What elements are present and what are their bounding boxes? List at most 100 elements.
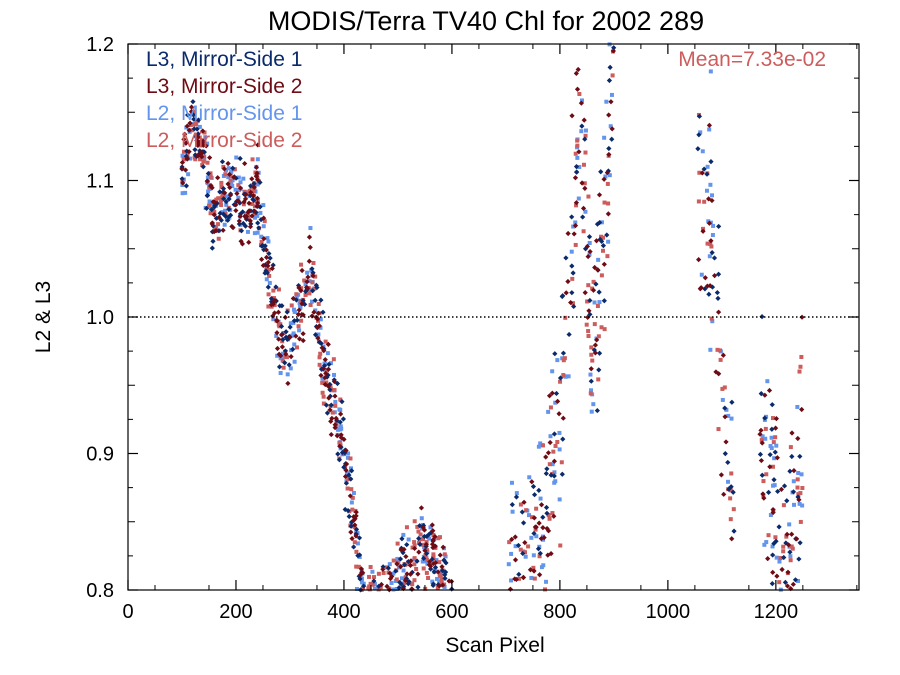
scatter-point (255, 213, 260, 218)
scatter-point (537, 544, 542, 549)
scatter-point (551, 449, 556, 454)
scatter-point (415, 571, 421, 577)
scatter-point (590, 287, 597, 293)
scatter-point (697, 170, 702, 175)
scatter-point (520, 574, 527, 581)
scatter-point (188, 108, 195, 115)
scatter-point (351, 517, 357, 523)
scatter-point (443, 569, 449, 575)
scatter-point (312, 297, 318, 303)
scatter-point (586, 334, 591, 339)
scatter-point (601, 298, 607, 304)
scatter-point (582, 181, 587, 186)
scatter-point (592, 350, 598, 356)
scatter-point (546, 393, 553, 399)
scatter-point (222, 222, 227, 227)
scatter-point (506, 562, 511, 567)
scatter-point (546, 513, 551, 518)
scatter-point (320, 390, 325, 395)
scatter-point (349, 468, 355, 474)
scatter-point (226, 166, 231, 171)
scatter-point (328, 418, 334, 424)
scatter-point (432, 533, 438, 540)
scatter-point (415, 584, 421, 590)
legend-entry: L3, Mirror-Side 1 (146, 48, 302, 71)
scatter-point (198, 157, 203, 162)
scatter-point (757, 431, 763, 437)
scatter-point (420, 559, 425, 564)
scatter-point (531, 492, 538, 498)
scatter-point (184, 155, 190, 161)
scatter-point (590, 286, 595, 291)
scatter-point (211, 212, 217, 218)
scatter-point (784, 534, 789, 539)
scatter-point (261, 203, 266, 208)
scatter-point (566, 331, 572, 338)
scatter-point (293, 333, 299, 339)
scatter-point (440, 582, 446, 588)
x-tick-label: 800 (543, 601, 576, 623)
scatter-point (430, 528, 436, 534)
scatter-point (314, 325, 320, 331)
scatter-point (547, 516, 552, 521)
scatter-point (718, 348, 723, 353)
scatter-point (607, 64, 613, 70)
scatter-point (422, 547, 428, 554)
scatter-point (783, 540, 789, 546)
scatter-point (291, 307, 296, 312)
scatter-point (283, 351, 289, 357)
scatter-point (604, 232, 610, 238)
scatter-point (565, 278, 571, 285)
scatter-point (709, 284, 716, 290)
scatter-point (234, 155, 239, 160)
scatter-point (220, 210, 225, 215)
scatter-point (518, 547, 523, 552)
scatter-point (766, 533, 771, 538)
scatter-point (547, 462, 552, 467)
scatter-point (707, 127, 712, 132)
scatter-point (321, 344, 326, 349)
scatter-point (376, 587, 381, 592)
scatter-point (196, 134, 202, 140)
scatter-point (789, 430, 795, 436)
scatter-point (582, 185, 588, 191)
scatter-point (331, 357, 336, 362)
scatter-point (318, 317, 323, 322)
scatter-point (342, 506, 348, 513)
scatter-point (772, 425, 779, 431)
scatter-point (608, 99, 614, 105)
scatter-point (297, 328, 302, 333)
scatter-point (412, 519, 417, 524)
scatter-point (394, 586, 399, 591)
scatter-point (306, 234, 313, 240)
scatter-point (272, 296, 277, 301)
scatter-point (307, 279, 312, 284)
x-axis-label: Scan Pixel (445, 634, 544, 657)
scatter-point (604, 170, 610, 176)
scatter-point (587, 240, 592, 245)
scatter-point (219, 180, 224, 185)
scatter-point (272, 298, 278, 304)
scatter-point (192, 147, 198, 153)
scatter-point (203, 143, 209, 149)
scatter-point (285, 380, 291, 387)
scatter-point (776, 524, 782, 530)
scatter-point (551, 458, 557, 464)
scatter-point (790, 581, 796, 587)
scatter-point (792, 502, 797, 507)
scatter-point (788, 445, 793, 450)
scatter-point (378, 585, 383, 590)
scatter-point (277, 323, 282, 328)
scatter-point (394, 561, 400, 567)
scatter-point (781, 503, 786, 508)
scatter-point (294, 345, 299, 350)
scatter-point (772, 449, 778, 455)
scatter-point (544, 525, 550, 532)
scatter-point (279, 303, 285, 309)
scatter-point (726, 413, 731, 418)
scatter-point (325, 351, 330, 356)
scatter-point (401, 562, 408, 568)
scatter-point (589, 345, 594, 350)
scatter-point (235, 198, 241, 204)
scatter-point (437, 560, 442, 565)
